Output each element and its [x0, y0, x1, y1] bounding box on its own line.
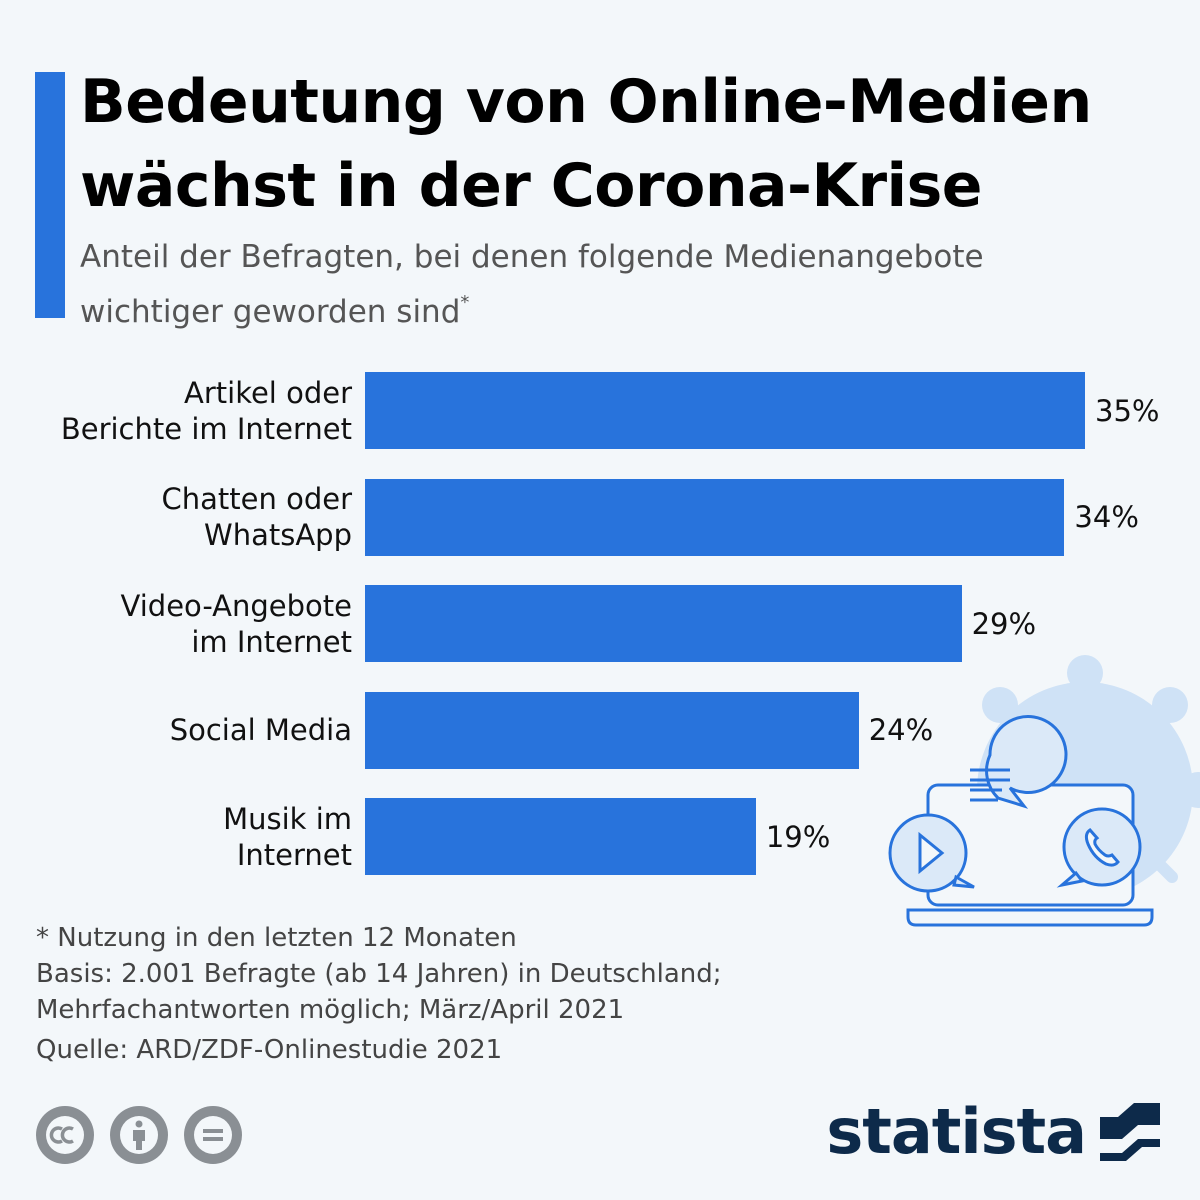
bar: [365, 585, 962, 662]
subtitle-line-2: wichtiger geworden sind: [80, 294, 461, 330]
subtitle-footnote-mark: *: [460, 292, 470, 313]
play-bubble-icon: [888, 813, 975, 893]
category-label-line: Berichte im Internet: [60, 411, 352, 446]
bar: [365, 372, 1085, 449]
value-label: 34%: [1074, 500, 1139, 534]
phone-bubble-icon: [1056, 807, 1142, 888]
category-label-line: im Internet: [191, 624, 352, 659]
category-label: Chatten oder WhatsApp: [12, 481, 353, 553]
title-line-2: wächst in der Corona-Krise: [80, 151, 983, 221]
statista-brand[interactable]: statista: [826, 1097, 1160, 1167]
cc-icon[interactable]: [36, 1106, 94, 1164]
category-label: Artikel oder Berichte im Internet: [12, 375, 352, 447]
category-label-line: Social Media: [169, 713, 352, 747]
bar: [365, 478, 1065, 556]
basis-line-1: Basis: 2.001 Befragte (ab 14 Jahren) in …: [36, 959, 722, 989]
category-label: Video-Angebote im Internet: [12, 588, 352, 660]
brand-name: statista: [826, 1095, 1087, 1168]
category-label-line: Artikel oder: [184, 375, 352, 410]
chart-title: Bedeutung von Online-Medien wächst in de…: [80, 60, 1180, 228]
value-label: 24%: [868, 713, 934, 747]
attribution-icon[interactable]: [110, 1106, 168, 1164]
value-label: 35%: [1095, 393, 1160, 428]
category-label: Musik im Internet: [12, 801, 352, 873]
bar-chart: Artikel oder Berichte im Internet 35% Chatt…: [12, 372, 1160, 875]
license-icons: [36, 1106, 242, 1164]
value-label: 19%: [765, 819, 831, 854]
title-line-1: Bedeutung von Online-Medien: [80, 67, 1092, 137]
value-label: 29%: [971, 606, 1037, 641]
source: Quelle: ARD/ZDF-Onlinestudie 2021: [36, 1035, 503, 1065]
bar: [365, 798, 756, 875]
subtitle-line-1: Anteil der Befragten, bei denen folgende…: [80, 239, 984, 275]
no-derivatives-icon[interactable]: [184, 1106, 242, 1164]
chart-subtitle: Anteil der Befragten, bei denen folgende…: [80, 234, 1180, 335]
chart-notes: * Nutzung in den letzten 12 Monaten Basi…: [36, 920, 722, 1068]
category-label-line: WhatsApp: [204, 518, 352, 552]
chat-bubble-icon: [970, 715, 1068, 809]
media-illustration: [888, 655, 1200, 927]
category-label-line: Chatten oder: [161, 482, 353, 516]
title-accent-bar: [35, 72, 65, 318]
footnote: * Nutzung in den letzten 12 Monaten: [36, 923, 517, 953]
statista-logo-icon: [1100, 1103, 1160, 1161]
bar: [365, 691, 859, 769]
basis-line-2: Mehrfachantworten möglich; März/April 20…: [36, 995, 625, 1025]
category-label-line: Musik im: [223, 801, 352, 836]
category-label-line: Video-Angebote: [120, 588, 352, 623]
category-label-line: Internet: [236, 837, 352, 872]
category-label: Social Media: [12, 712, 352, 748]
